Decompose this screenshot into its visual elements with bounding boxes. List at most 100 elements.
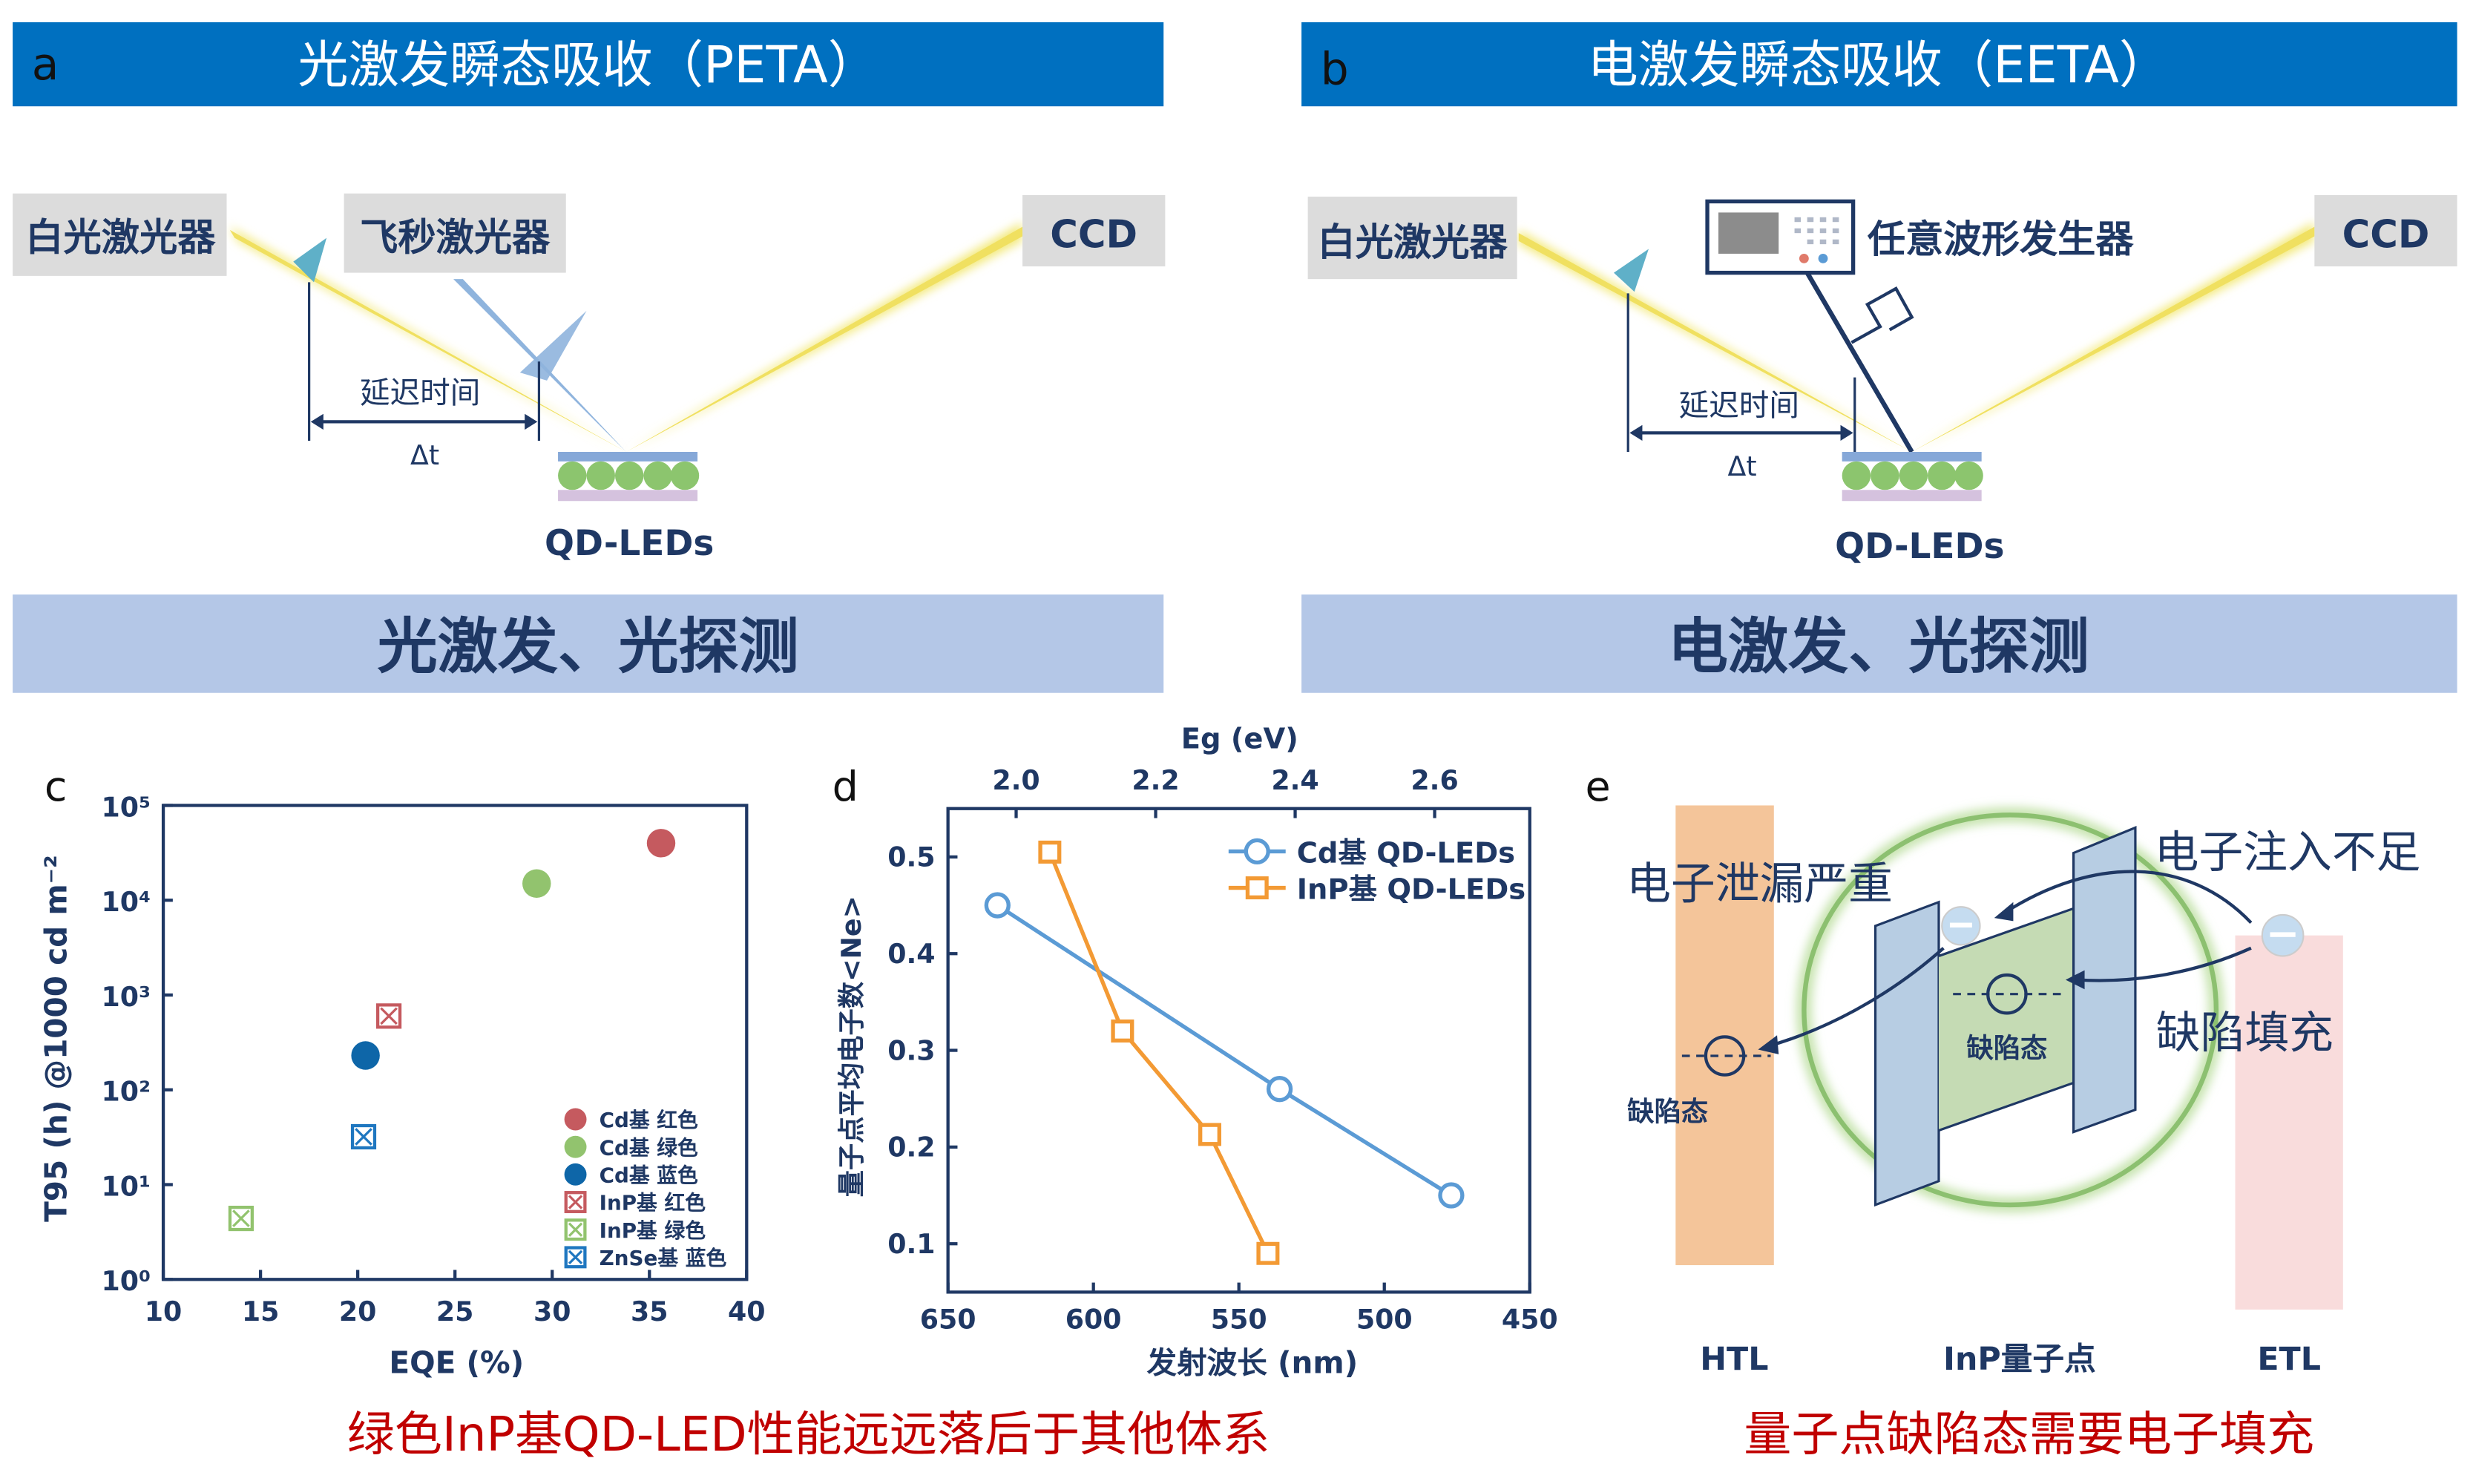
panel-title: 光激发瞬态吸收（PETA）	[298, 36, 878, 95]
x-tick-label: 600	[1065, 1304, 1122, 1336]
legend-marker	[564, 1108, 587, 1131]
data-point	[1038, 840, 1062, 864]
legend-marker	[564, 1246, 587, 1269]
y-tick-label: 0.1	[887, 1228, 935, 1260]
legend-label: InP基 QD-LEDs	[1297, 873, 1525, 907]
panel-letter: e	[1586, 763, 1611, 811]
x-tick-label: 20	[339, 1296, 377, 1327]
ccd-box	[1022, 194, 1166, 267]
square-pulse-icon	[1850, 286, 1914, 344]
chart-d: d Eg (eV) 发射波长 (nm) 量子点平均电子数<Ne> 650 600 5…	[832, 723, 1558, 1381]
marker-cross	[568, 1250, 583, 1265]
dt-label: Δt	[1728, 450, 1757, 482]
data-point	[350, 1123, 377, 1150]
top-tick-label: 2.2	[1132, 764, 1179, 796]
x-tick-label: 450	[1502, 1304, 1558, 1336]
x-tick-label: 30	[533, 1296, 571, 1327]
legend-label: Cd基 绿色	[600, 1135, 698, 1160]
ccd-box	[2314, 194, 2457, 267]
series-line	[996, 903, 1453, 1198]
data-point	[1438, 1182, 1465, 1209]
injection-label: 电子注入不足	[2155, 827, 2421, 879]
legend-label: ZnSe基 蓝色	[600, 1246, 727, 1270]
header-bar	[13, 22, 1164, 107]
delay-label: 延迟时间	[1679, 387, 1799, 423]
marker-cross	[568, 1222, 583, 1237]
data-point	[1111, 1020, 1134, 1043]
white-laser-box	[1307, 197, 1517, 280]
device-label: QD-LEDs	[1835, 526, 2004, 567]
legend-marker	[1245, 876, 1269, 900]
legend-marker	[564, 1163, 587, 1186]
x-tick-label: 25	[436, 1296, 474, 1327]
y-tick-label: 0.3	[887, 1034, 935, 1066]
defect-state-icon	[1986, 973, 2028, 1015]
defect-state-icon	[1704, 1035, 1746, 1077]
panel-letter: a	[32, 39, 59, 91]
left-barrier	[1873, 900, 1940, 1207]
mode-banner	[1301, 594, 2457, 693]
leak-arrow	[1767, 947, 1945, 1048]
y-tick-label: 10⁵	[102, 791, 151, 823]
panel-title: 电激发瞬态吸收（EETA）	[1587, 36, 2170, 95]
panel-e: e 电子泄漏严重 电子注入不足 缺陷填充 缺陷态 缺陷态 HTL InP量子点 …	[1586, 763, 2421, 1462]
legend-marker	[564, 1135, 587, 1158]
panel-letter: c	[45, 763, 68, 811]
dt-label: Δt	[410, 439, 439, 471]
legend: Cd基 红色 Cd基 绿色 Cd基 蓝色 InP基 红色 InP基 绿色 ZnSe基 蓝色	[564, 1108, 727, 1270]
htl-defect-label: 缺陷态	[1627, 1096, 1708, 1128]
data-point	[1266, 1076, 1293, 1103]
y-axis-label: 量子点平均电子数<Ne>	[835, 896, 867, 1197]
x-axis-label: 发射波长 (nm)	[1147, 1345, 1359, 1380]
htl-label: HTL	[1700, 1341, 1768, 1378]
electron-icon	[1941, 906, 1981, 946]
top-tick-label: 2.4	[1271, 764, 1318, 796]
series-line	[1048, 851, 1270, 1255]
legend-label: Cd基 QD-LEDs	[1297, 836, 1515, 870]
y-tick-label: 10⁴	[102, 886, 151, 918]
qd-led-stack	[1842, 452, 1983, 502]
marker-cross	[568, 1195, 583, 1209]
x-tick-label: 15	[242, 1296, 280, 1327]
waveform-generator-icon	[1705, 199, 1856, 275]
probe-beam-in	[1518, 229, 1912, 453]
x-tick-label: 10	[145, 1296, 183, 1327]
ccd-label: CCD	[1050, 212, 1137, 257]
y-tick-label: 10³	[102, 981, 151, 1013]
ccd-label: CCD	[2342, 212, 2430, 257]
data-point	[1198, 1123, 1221, 1146]
top-tick-label: 2.0	[992, 764, 1040, 796]
qd-led-stack	[558, 452, 700, 502]
panel-a: a 光激发瞬态吸收（PETA） 白光激光器 飞秒激光器 CCD 延迟时间 Δt …	[13, 22, 1166, 693]
mode-banner	[13, 594, 1164, 693]
data-point	[375, 1003, 402, 1029]
device-label: QD-LEDs	[545, 523, 714, 564]
fill-arrow	[2076, 946, 2252, 982]
panel-letter: d	[832, 763, 858, 811]
qd-defect-label: 缺陷态	[1966, 1032, 2047, 1064]
mode-banner-text: 电激发、光探测	[1668, 613, 2089, 683]
probe-beam-in	[229, 226, 626, 453]
awg-label: 任意波形发生器	[1868, 217, 2135, 262]
x-tick-label: 650	[920, 1304, 976, 1336]
top-tick-label: 2.6	[1410, 764, 1458, 796]
data-point	[351, 1041, 380, 1070]
legend-label: Cd基 红色	[600, 1108, 698, 1132]
x-axis-label: EQE (%)	[389, 1345, 524, 1380]
white-laser-label: 白光激光器	[1317, 220, 1508, 265]
qd-label: InP量子点	[1943, 1341, 2096, 1378]
etl-label: ETL	[2257, 1341, 2321, 1378]
etl-band	[2235, 935, 2343, 1310]
legend-marker	[1244, 838, 1270, 865]
data-point	[1256, 1241, 1280, 1265]
quantum-well	[1938, 908, 2074, 1131]
y-tick-label: 10¹	[102, 1170, 151, 1202]
caption: 绿色InP基QD-LED性能远远落后于其他体系	[347, 1408, 1270, 1462]
x-tick-label: 550	[1211, 1304, 1267, 1336]
legend-marker	[564, 1218, 587, 1241]
x-tick-label: 35	[631, 1296, 669, 1327]
pump-pulse-icon	[519, 310, 587, 381]
panel-b: b 电激发瞬态吸收（EETA） 白光激光器 任意波形发生器 CCD 延迟时间 Δ…	[1301, 22, 2457, 693]
electrical-cable	[1804, 271, 1914, 453]
